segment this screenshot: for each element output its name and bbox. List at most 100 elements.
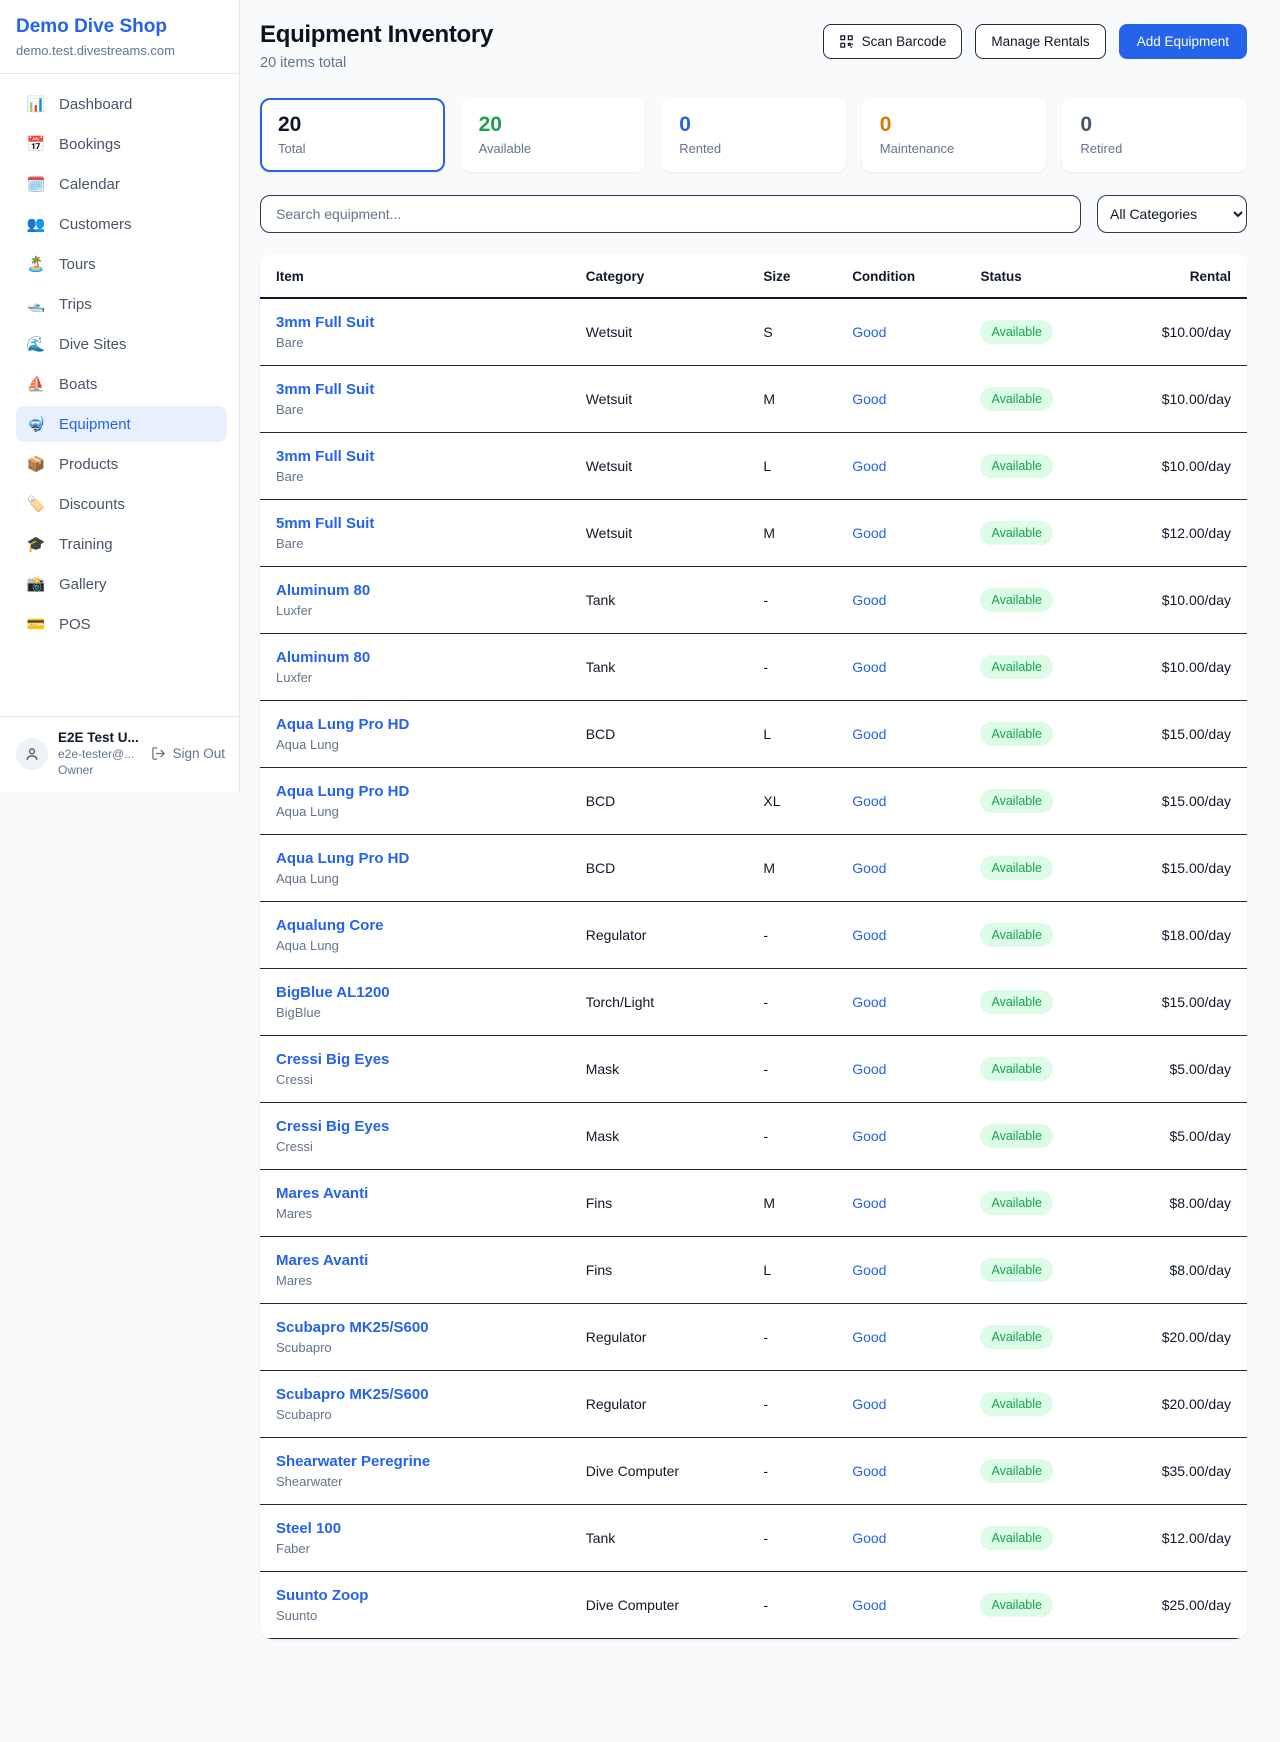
condition-link[interactable]: Good (852, 860, 887, 876)
sidebar-item-calendar[interactable]: 🗓️ Calendar (16, 166, 227, 202)
cell-size: - (763, 1102, 853, 1170)
condition-link[interactable]: Good (852, 1597, 887, 1613)
item-name-link[interactable]: 3mm Full Suit (276, 448, 375, 465)
condition-link[interactable]: Good (852, 1396, 887, 1412)
sidebar-item-bookings[interactable]: 📅 Bookings (16, 126, 227, 162)
item-name-link[interactable]: Aluminum 80 (276, 582, 371, 599)
sidebar-item-label: Training (59, 535, 113, 553)
condition-link[interactable]: Good (852, 1262, 887, 1278)
sidebar-item-label: Dive Sites (59, 335, 127, 353)
item-name-link[interactable]: Steel 100 (276, 1520, 342, 1537)
sidebar-item-training[interactable]: 🎓 Training (16, 526, 227, 562)
table-row: 5mm Full Suit Bare Wetsuit M Good Availa… (260, 499, 1247, 567)
sidebar-item-pos[interactable]: 💳 POS (16, 606, 227, 642)
status-badge: Available (980, 856, 1053, 880)
cell-category: Mask (585, 1102, 764, 1170)
condition-link[interactable]: Good (852, 1195, 887, 1211)
status-badge: Available (980, 454, 1053, 478)
avatar (16, 737, 48, 770)
add-equipment-button[interactable]: Add Equipment (1118, 24, 1247, 59)
sign-out-icon (152, 747, 166, 760)
sidebar-item-gallery[interactable]: 📸 Gallery (16, 566, 227, 602)
item-name-link[interactable]: Mares Avanti (276, 1185, 369, 1202)
stat-card-available[interactable]: 20 Available (460, 98, 646, 172)
condition-link[interactable]: Good (852, 324, 887, 340)
status-badge: Available (980, 1325, 1053, 1349)
item-name-link[interactable]: Aqua Lung Pro HD (276, 783, 410, 800)
cell-rental: $18.00/day (1138, 901, 1247, 969)
item-name-link[interactable]: Shearwater Peregrine (276, 1453, 431, 1470)
status-badge: Available (980, 1057, 1053, 1081)
cell-rental: $5.00/day (1138, 1035, 1247, 1103)
sidebar-item-customers[interactable]: 👥 Customers (16, 206, 227, 242)
condition-link[interactable]: Good (852, 525, 887, 541)
item-name-link[interactable]: 3mm Full Suit (276, 381, 375, 398)
stat-card-retired[interactable]: 0 Retired (1062, 98, 1247, 172)
manage-rentals-label: Manage Rentals (991, 34, 1090, 49)
condition-link[interactable]: Good (852, 1463, 887, 1479)
sidebar-item-label: Dashboard (59, 95, 133, 113)
item-name-link[interactable]: Aluminum 80 (276, 649, 371, 666)
status-badge: Available (980, 722, 1053, 746)
manage-rentals-button[interactable]: Manage Rentals (975, 24, 1106, 59)
stat-value: 20 (478, 113, 502, 136)
products-icon: 📦 (26, 456, 46, 473)
item-brand: Scubapro (276, 1407, 332, 1422)
condition-link[interactable]: Good (852, 1530, 887, 1546)
sidebar-item-discounts[interactable]: 🏷️ Discounts (16, 486, 227, 522)
item-name-link[interactable]: Cressi Big Eyes (276, 1118, 390, 1135)
condition-link[interactable]: Good (852, 391, 887, 407)
item-name-link[interactable]: Suunto Zoop (276, 1587, 369, 1604)
sidebar-item-equipment[interactable]: 🤿 Equipment (16, 406, 227, 442)
stat-value: 0 (879, 113, 892, 136)
condition-link[interactable]: Good (852, 1128, 887, 1144)
sidebar-item-products[interactable]: 📦 Products (16, 446, 227, 482)
stat-card-total[interactable]: 20 Total (260, 98, 445, 172)
item-name-link[interactable]: Aqua Lung Pro HD (276, 716, 410, 733)
sidebar-item-boats[interactable]: ⛵ Boats (16, 366, 227, 402)
condition-link[interactable]: Good (852, 1329, 887, 1345)
sidebar-item-label: Products (59, 455, 119, 473)
condition-link[interactable]: Good (852, 793, 887, 809)
condition-link[interactable]: Good (852, 1061, 887, 1077)
condition-link[interactable]: Good (852, 994, 887, 1010)
condition-link[interactable]: Good (852, 458, 887, 474)
item-name-link[interactable]: 5mm Full Suit (276, 515, 375, 532)
stat-label: Available (478, 141, 532, 156)
sidebar-item-trips[interactable]: 🛥️ Trips (16, 286, 227, 322)
cell-size: - (763, 1370, 853, 1438)
stat-card-rented[interactable]: 0 Rented (661, 98, 846, 172)
item-name-link[interactable]: Aqualung Core (276, 917, 384, 934)
user-meta: E2E Test U... e2e-tester@... Owner (58, 730, 141, 777)
sidebar-item-label: POS (59, 615, 91, 633)
condition-link[interactable]: Good (852, 659, 887, 675)
stat-card-maintenance[interactable]: 0 Maintenance (861, 98, 1047, 172)
item-brand: Bare (276, 335, 304, 350)
search-input[interactable] (260, 195, 1081, 233)
condition-link[interactable]: Good (852, 927, 887, 943)
equipment-table-card: Item Category Size Condition Status Rent… (260, 254, 1247, 1639)
item-name-link[interactable]: Cressi Big Eyes (276, 1051, 390, 1068)
brand-name[interactable]: Demo Dive Shop (16, 16, 167, 37)
sidebar-item-label: Customers (59, 215, 132, 233)
user-name: E2E Test U... (58, 730, 139, 745)
condition-link[interactable]: Good (852, 726, 887, 742)
item-name-link[interactable]: Scubapro MK25/S600 (276, 1386, 429, 1403)
scan-barcode-button[interactable]: Scan Barcode (822, 24, 963, 59)
category-select[interactable]: All Categories (1097, 195, 1247, 233)
sign-out-button[interactable]: Sign Out (151, 746, 225, 761)
item-brand: Mares (276, 1206, 313, 1221)
condition-link[interactable]: Good (852, 592, 887, 608)
cell-rental: $10.00/day (1138, 566, 1247, 634)
item-name-link[interactable]: Aqua Lung Pro HD (276, 850, 410, 867)
item-brand: Shearwater (276, 1474, 343, 1489)
item-name-link[interactable]: Mares Avanti (276, 1252, 369, 1269)
sidebar-item-dashboard[interactable]: 📊 Dashboard (16, 86, 227, 122)
item-name-link[interactable]: BigBlue AL1200 (276, 984, 390, 1001)
item-name-link[interactable]: 3mm Full Suit (276, 314, 375, 331)
table-row: BigBlue AL1200 BigBlue Torch/Light - Goo… (260, 968, 1247, 1036)
sidebar-item-dive-sites[interactable]: 🌊 Dive Sites (16, 326, 227, 362)
sidebar-item-tours[interactable]: 🏝️ Tours (16, 246, 227, 282)
item-name-link[interactable]: Scubapro MK25/S600 (276, 1319, 429, 1336)
